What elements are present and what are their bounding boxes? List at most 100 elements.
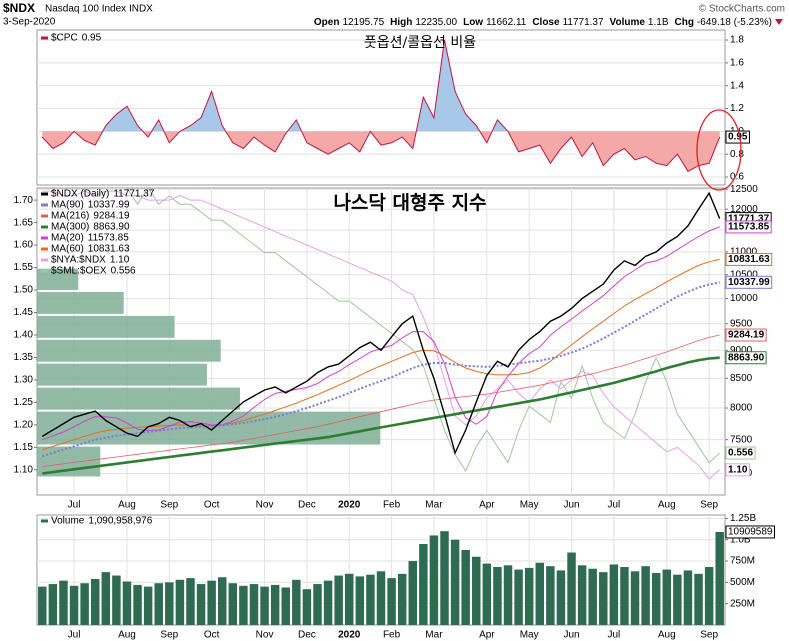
- area-below: [42, 131, 720, 172]
- y-tick-label: 12000: [730, 204, 758, 215]
- x-tick-label: Aug: [658, 630, 676, 641]
- y-tick-label: 750M: [730, 556, 755, 567]
- volume-bar: [112, 575, 121, 625]
- y-tick-label: 250M: [730, 598, 755, 609]
- last-value-box: [725, 130, 750, 144]
- volume-bar: [641, 566, 650, 625]
- volume-bar: [694, 573, 703, 625]
- legend-value: 0.95: [82, 33, 102, 44]
- x-tick-label: Sep: [700, 500, 718, 511]
- legend-value: 10337.99: [88, 200, 130, 211]
- volume-bar: [228, 583, 238, 625]
- volume-bar: [239, 585, 248, 625]
- panel-frame: [36, 29, 726, 186]
- volume-bar: [165, 582, 174, 625]
- legend-value: 1,090,958,976: [88, 516, 152, 527]
- legend-swatch: [41, 247, 48, 251]
- volume-bar: [154, 583, 163, 625]
- volume-bar: [186, 578, 195, 625]
- volume-bar: [249, 584, 259, 625]
- volume-by-price-bar: [37, 387, 240, 410]
- volume-bar: [217, 577, 227, 625]
- volume-bar: [673, 574, 682, 625]
- y-tick-label: 1.40: [14, 330, 34, 341]
- legend-swatch: [41, 214, 48, 218]
- series-line: [41, 281, 720, 458]
- volume-bar: [546, 566, 555, 625]
- x-tick-label: Jul: [68, 500, 81, 511]
- credit: © StockCharts.com: [699, 4, 785, 15]
- y-tick-label: 1.25: [14, 397, 34, 408]
- legend-swatch: [41, 258, 48, 262]
- y-tick-label: 1.45: [14, 307, 34, 318]
- volume-bar: [397, 573, 407, 625]
- y-tick-label: 7500: [730, 434, 753, 445]
- volume-bar: [196, 584, 206, 625]
- y-tick-label: 1.4: [730, 80, 744, 91]
- index-name: Nasdaq 100 Index INDX: [45, 4, 153, 15]
- quote-value: 12235.00: [415, 17, 457, 28]
- volume-bar: [355, 576, 365, 625]
- y-tick-label: 500M: [730, 577, 755, 588]
- last-value-label: 1.10: [728, 464, 748, 475]
- x-tick-label: Jun: [563, 500, 579, 511]
- volume-bar: [313, 584, 322, 625]
- volume-bar: [472, 556, 481, 625]
- x-tick-label: Dec: [298, 630, 316, 641]
- quote-line: Open 12195.75 High 12235.00 Low 11662.11 Close…: [314, 17, 772, 28]
- legend-name: $SML:$OEX: [51, 266, 107, 277]
- quote-value: 11662.11: [486, 17, 527, 28]
- last-value-box: [725, 463, 750, 477]
- legend-name: MA(60): [51, 244, 84, 255]
- volume-bar: [715, 531, 724, 625]
- y-tick-label: 1.8: [730, 35, 744, 46]
- volume-bar: [175, 579, 185, 625]
- volume-by-price-bar: [37, 268, 79, 290]
- y-tick-label: 1.15: [14, 442, 34, 453]
- legend-value: 11573.85: [88, 233, 129, 244]
- x-tick-label: Oct: [204, 500, 220, 511]
- y-tick-label: 8500: [730, 373, 753, 384]
- volume-by-price-bar: [37, 315, 175, 338]
- legend-name: MA(20): [51, 233, 84, 244]
- legend-name: MA(90): [51, 200, 84, 211]
- volume-bar: [429, 535, 439, 625]
- quote-label: Volume: [610, 17, 646, 28]
- y-tick-label: 12500: [730, 184, 758, 195]
- y-tick-label: 11000: [730, 247, 758, 258]
- y-tick-label: 8000: [730, 403, 753, 414]
- volume-bar: [556, 570, 566, 625]
- quote-value: 12195.75: [342, 17, 384, 28]
- volume-bar: [704, 567, 714, 625]
- volume-bar: [651, 572, 661, 625]
- y-tick-label: 1.60: [14, 240, 34, 251]
- legend-name: $NYA:$NDX: [51, 255, 106, 266]
- x-tick-label: Oct: [204, 630, 220, 641]
- volume-by-price-bar: [37, 363, 207, 386]
- legend-swatch: [41, 269, 48, 273]
- last-value-box: [725, 252, 773, 266]
- legend-value: 1.10: [110, 255, 130, 266]
- legend-swatch: [41, 225, 48, 229]
- x-tick-label: Feb: [383, 500, 401, 511]
- annotation: 나스닥 대형주 지수: [333, 192, 486, 214]
- legend-swatch: [41, 192, 48, 196]
- y-tick-label: 1.70: [14, 195, 34, 206]
- series-line: [105, 188, 721, 472]
- y-tick-label: 9000: [730, 345, 753, 356]
- quote-value: -649.18 (-5.23%): [697, 17, 772, 28]
- quote-value: 11771.37: [563, 17, 604, 28]
- x-tick-label: Jul: [68, 630, 81, 641]
- annotation: 풋옵션/콜옵션 비율: [364, 35, 476, 51]
- volume-by-price-bar: [37, 339, 221, 362]
- quote-label: Chg: [675, 17, 694, 28]
- volume-bar: [90, 578, 100, 625]
- y-tick-label: 0.6: [730, 172, 744, 183]
- down-arrow: [775, 19, 783, 25]
- x-tick-label: May: [520, 630, 539, 641]
- last-value-label: 10337.99: [728, 277, 770, 288]
- y-tick-label: 1.25B: [730, 513, 756, 524]
- volume-bar: [440, 531, 449, 625]
- volume-bar: [662, 569, 672, 625]
